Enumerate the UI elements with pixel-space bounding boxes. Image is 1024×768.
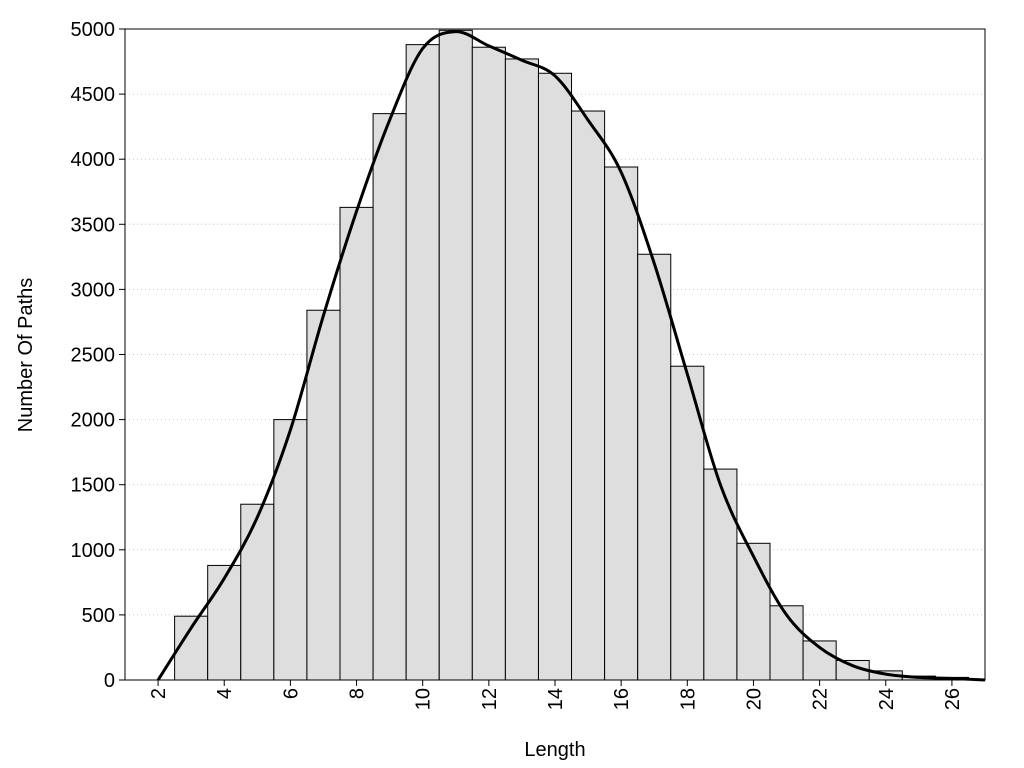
x-tick-label: 16 [611, 688, 633, 710]
x-tick-label: 12 [479, 688, 501, 710]
bar [670, 365, 705, 681]
y-tick-label: 0 [104, 670, 115, 692]
density-curve [156, 30, 986, 682]
x-tick-label: 22 [810, 688, 832, 710]
bar [504, 58, 539, 681]
bar [405, 44, 440, 681]
x-tick-label: 24 [876, 688, 898, 710]
plot-frame [124, 28, 986, 681]
bar [306, 309, 341, 681]
x-tick-label: 18 [677, 688, 699, 710]
y-tick-label: 3000 [71, 279, 116, 301]
x-tick-label: 8 [347, 688, 369, 699]
y-axis-label: Number Of Paths [15, 278, 37, 433]
bar [769, 605, 804, 681]
x-tick-label: 2 [148, 688, 170, 699]
y-tick-label: 2500 [71, 345, 116, 367]
x-tick-label: 26 [942, 688, 964, 710]
bar [637, 253, 672, 681]
bar [240, 503, 275, 681]
bar [571, 110, 606, 681]
x-tick-label: 6 [280, 688, 302, 699]
y-tick-label: 4000 [71, 149, 116, 171]
bar [537, 72, 573, 681]
bar [471, 46, 506, 681]
y-tick-label: 5000 [71, 19, 116, 41]
y-tick-label: 1500 [71, 475, 116, 497]
x-axis-label: Length [524, 739, 585, 761]
bar [339, 206, 374, 681]
x-tick-label: 20 [743, 688, 765, 710]
y-tick-label: 3500 [71, 214, 116, 236]
y-tick-label: 4500 [71, 84, 116, 106]
bar [736, 542, 771, 681]
y-tick-label: 1000 [71, 540, 116, 562]
x-tick-label: 4 [214, 688, 236, 699]
y-tick-label: 500 [82, 605, 115, 627]
bar [703, 468, 738, 681]
bar [438, 29, 473, 681]
bar [372, 113, 407, 681]
x-tick-label: 14 [545, 688, 567, 710]
bar [273, 419, 308, 681]
y-tick-label: 2000 [71, 410, 116, 432]
x-tick-label: 10 [413, 688, 435, 710]
bar [604, 166, 639, 681]
bar [207, 564, 242, 681]
